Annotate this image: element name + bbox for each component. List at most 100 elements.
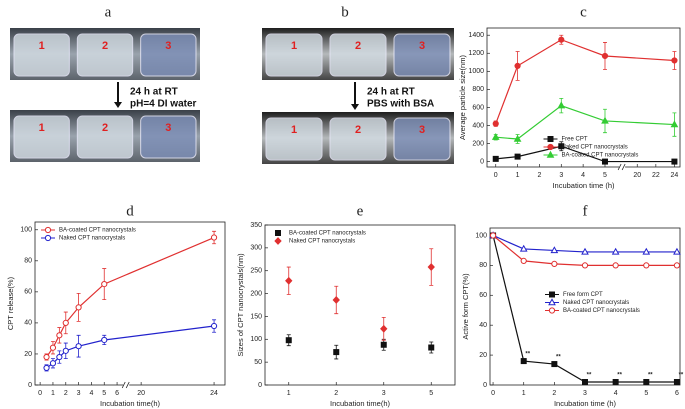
marker [558, 143, 565, 150]
marker [581, 247, 589, 255]
marker [673, 262, 681, 269]
y-tick-label: 1200 [468, 50, 484, 57]
y-tick-label: 100 [20, 227, 32, 234]
vial-label: 2 [102, 40, 108, 52]
marker [557, 101, 566, 109]
marker [671, 158, 678, 165]
marker [333, 349, 340, 356]
y-tick-label: 1000 [468, 68, 484, 75]
series-line [495, 104, 675, 140]
vial [13, 33, 70, 77]
annotation: ** [587, 373, 592, 379]
y-tick-label: 100 [475, 232, 487, 239]
y-tick-label: 60 [479, 292, 487, 299]
x-tick-label: 20 [137, 390, 145, 397]
series-line [46, 236, 215, 358]
marker [547, 143, 554, 151]
marker [49, 344, 57, 351]
marker [558, 36, 565, 43]
y-tick-label: 20 [24, 351, 32, 358]
y-axis-label: Average particle size(nm) [458, 55, 467, 140]
marker [75, 304, 82, 311]
legend-label: BA-coated CPT nanocrystals [289, 231, 366, 237]
axis-break [617, 163, 622, 171]
axis-break [125, 381, 130, 389]
vial-label: 1 [39, 40, 45, 52]
axis-break-gap [619, 166, 626, 168]
vial [329, 117, 387, 161]
marker [492, 120, 499, 127]
marker [285, 337, 292, 344]
marker [643, 262, 650, 269]
x-tick-label: 3 [559, 172, 563, 179]
marker [548, 298, 556, 306]
marker [62, 319, 69, 327]
x-tick-label: 1 [287, 390, 291, 397]
marker [275, 230, 281, 236]
vial [140, 115, 197, 159]
x-tick-label: 6 [115, 390, 119, 397]
marker [549, 291, 555, 298]
x-axis-label: Incubation time (h) [554, 399, 617, 408]
x-tick-label: 5 [603, 172, 607, 179]
x-tick-label: 2 [552, 390, 556, 397]
marker [210, 322, 218, 330]
x-tick-label: 2 [334, 390, 338, 397]
x-tick-label: 4 [614, 390, 618, 397]
arrow-head [351, 104, 359, 110]
marker [489, 232, 497, 239]
marker [101, 280, 108, 288]
vial [140, 33, 197, 77]
marker [380, 324, 388, 333]
y-axis-label: Sizes of CPT nanocrystals(nm) [236, 253, 245, 357]
marker [75, 343, 82, 350]
x-tick-label: 4 [581, 172, 585, 179]
y-tick-label: 40 [479, 322, 487, 329]
series-line [495, 39, 675, 124]
panel-letter: a [105, 4, 112, 20]
marker [285, 276, 293, 285]
x-tick-label: 1 [522, 390, 526, 397]
y-tick-label: 60 [24, 289, 32, 296]
panel-letter: e [357, 203, 364, 219]
vial [393, 33, 451, 77]
y-tick-label: 200 [250, 290, 262, 297]
vial-label: 2 [102, 122, 108, 134]
vial [76, 33, 134, 77]
marker [551, 361, 558, 368]
marker [380, 341, 387, 348]
marker [601, 158, 608, 165]
x-tick-label: 3 [583, 390, 587, 397]
marker [56, 353, 63, 361]
x-tick-label: 5 [644, 390, 648, 397]
legend-label: Naked CPT nanocrystals [562, 145, 628, 151]
x-axis-label: Incubation time (h) [552, 181, 615, 190]
vial-label: 3 [165, 122, 171, 134]
annotation: ** [679, 373, 684, 379]
legend-label: Free form CPT [563, 292, 603, 298]
condition-text: 24 h at RT [367, 87, 415, 98]
vial [265, 117, 323, 161]
legend-label: BA-coated CPT nanocrystals [59, 228, 136, 234]
y-tick-label: 600 [472, 104, 484, 111]
y-tick-label: 80 [24, 258, 32, 265]
panel-letter: f [583, 203, 588, 219]
marker [671, 57, 678, 64]
x-tick-label: 0 [494, 172, 498, 179]
marker [642, 247, 651, 255]
marker [491, 132, 500, 140]
legend-label: Naked CPT nanocrystals [289, 239, 355, 245]
y-tick-label: 300 [250, 245, 262, 252]
arrow-head [114, 102, 122, 108]
x-tick-label: 3 [382, 390, 386, 397]
x-tick-label: 24 [210, 390, 218, 397]
x-axis-label: Incubation time(h) [100, 399, 161, 408]
plot-frame [486, 27, 681, 168]
y-tick-label: 80 [479, 262, 487, 269]
legend-label: Naked CPT nanocrystals [563, 300, 629, 306]
vial-label: 1 [39, 122, 45, 134]
marker [56, 332, 63, 339]
annotation: ** [556, 355, 561, 361]
x-tick-label: 1 [51, 390, 55, 397]
